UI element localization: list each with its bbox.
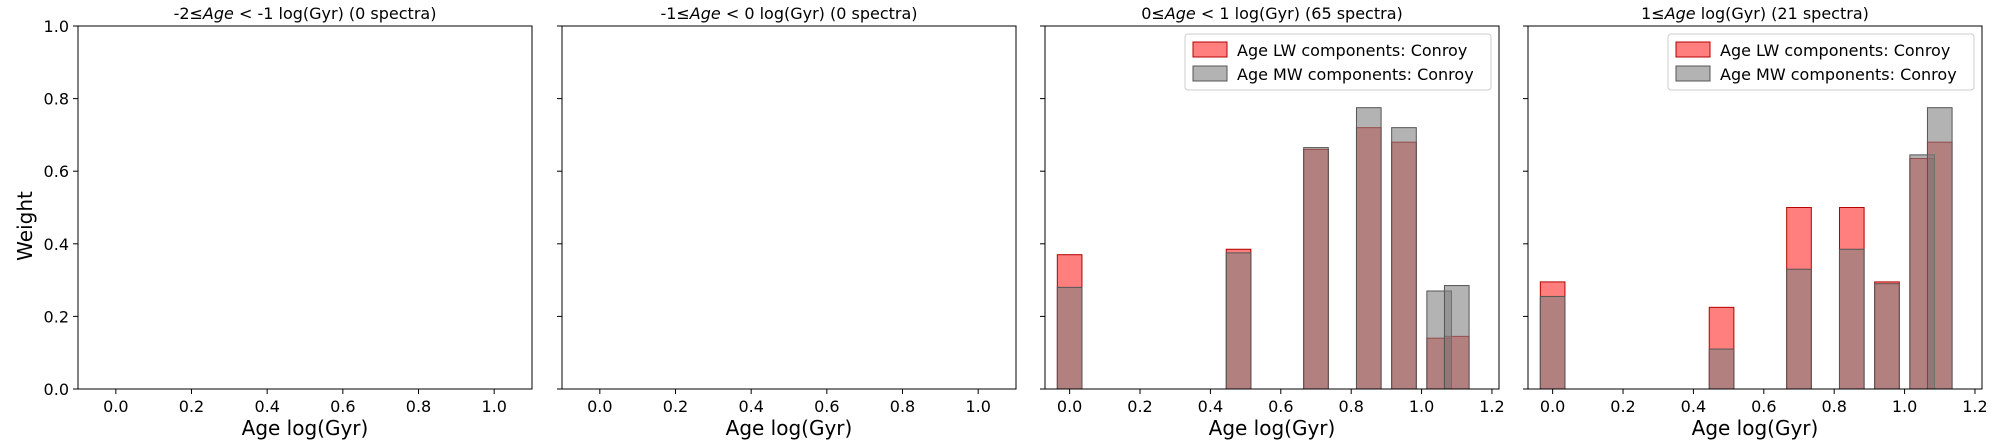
title-suffix: < 1 log(Gyr) (65 spectra) [1196, 4, 1403, 23]
bar-mw [1056, 286, 1083, 390]
x-tick-label: 1.0 [965, 397, 990, 416]
panel-title: 0≤Age < 1 log(Gyr) (65 spectra) [1141, 4, 1403, 23]
bar-mw [1303, 147, 1329, 390]
legend-label: Age MW components: Conroy [1720, 65, 1957, 84]
x-tick-label: 1.0 [481, 397, 506, 416]
x-tick-label: 1.0 [1892, 397, 1917, 416]
x-tick-label: 0.4 [254, 397, 279, 416]
y-tick-label: 0.8 [44, 90, 69, 109]
bar-mw [1443, 285, 1470, 390]
x-tick-label: 0.6 [814, 397, 839, 416]
x-tick-label: 0.6 [330, 397, 355, 416]
axes-frame [1044, 25, 1500, 390]
x-axis-label: Age log(Gyr) [1692, 416, 1819, 440]
title-prefix: 1≤ [1641, 4, 1665, 23]
panel-3: 0.0 0.2 0.4 0.6 0.8 1.0 1.2 Age log(Gyr) 0≤Age <… [1040, 4, 1505, 440]
x-tick-label: 1.2 [1962, 397, 1987, 416]
bar-mw [1708, 348, 1735, 390]
axes-frame [77, 25, 533, 390]
x-axis-label: Age log(Gyr) [242, 416, 369, 440]
y-tick-label: 0.2 [44, 307, 69, 326]
axes-frame [561, 25, 1017, 390]
x-axis-label: Age log(Gyr) [726, 416, 853, 440]
y-tick-label: 0.4 [44, 235, 69, 254]
panel-2: 0.0 0.2 0.4 0.6 0.8 1.0 Age log(Gyr) -1≤Age < 0… [557, 4, 1017, 440]
title-age: Age [1164, 4, 1196, 23]
legend-box [1667, 33, 1975, 91]
title-suffix: log(Gyr) (21 spectra) [1696, 4, 1869, 23]
legend-label: Age MW components: Conroy [1237, 65, 1474, 84]
title-age: Age [202, 4, 234, 23]
legend-label: Age LW components: Conroy [1720, 41, 1950, 60]
y-tick-label: 1.0 [44, 17, 69, 36]
title-prefix: 0≤ [1141, 4, 1165, 23]
bar-mw [1355, 107, 1382, 390]
x-tick-label: 0.2 [663, 397, 688, 416]
y-tick-label: 0.0 [44, 380, 69, 399]
x-tick-label: 0.6 [1268, 397, 1293, 416]
legend-swatch [1192, 41, 1228, 58]
x-tick-label: 0.0 [587, 397, 612, 416]
title-age: Age [1664, 4, 1696, 23]
title-suffix: < 0 log(Gyr) (0 spectra) [721, 4, 918, 23]
x-tick-label: 0.8 [1338, 397, 1363, 416]
x-tick-label: 1.2 [1479, 397, 1504, 416]
panel-title: -2≤Age < -1 log(Gyr) (0 spectra) [174, 4, 437, 23]
title-prefix: -1≤ [660, 4, 689, 23]
x-tick-label: 0.6 [1751, 397, 1776, 416]
legend-swatch [1192, 65, 1228, 82]
legend-label: Age LW components: Conroy [1237, 41, 1467, 60]
x-tick-label: 0.0 [1540, 397, 1565, 416]
x-tick-label: 0.8 [406, 397, 431, 416]
legend: Age LW components: Conroy Age MW componen… [1184, 33, 1492, 91]
panel-title: -1≤Age < 0 log(Gyr) (0 spectra) [660, 4, 917, 23]
title-age: Age [689, 4, 721, 23]
x-tick-label: 0.4 [1198, 397, 1223, 416]
bar-mw [1391, 127, 1417, 390]
panel-title: 1≤Age log(Gyr) (21 spectra) [1641, 4, 1869, 23]
x-tick-label: 1.0 [1409, 397, 1434, 416]
y-tick-label: 0.6 [44, 162, 69, 181]
x-tick-label: 0.2 [179, 397, 204, 416]
legend: Age LW components: Conroy Age MW componen… [1667, 33, 1975, 91]
panel-4: 0.0 0.2 0.4 0.6 0.8 1.0 1.2 Age log(Gyr) 1≤Age l… [1523, 4, 1988, 440]
x-tick-label: 0.4 [738, 397, 763, 416]
bar-mw [1838, 248, 1865, 390]
legend-swatch [1675, 65, 1711, 82]
bar-mw [1539, 295, 1566, 390]
legend-swatch [1675, 41, 1711, 58]
title-prefix: -2≤ [174, 4, 203, 23]
axes-frame [1527, 25, 1983, 390]
x-tick-label: 0.4 [1681, 397, 1706, 416]
x-tick-label: 0.8 [1821, 397, 1846, 416]
figure-ylabel: Weight [13, 191, 37, 261]
x-tick-label: 0.2 [1127, 397, 1152, 416]
x-tick-label: 0.0 [1057, 397, 1082, 416]
bar-mw [1786, 268, 1812, 390]
panel-1: 0.0 0.2 0.4 0.6 0.8 1.0 0.0 0.2 0.4 0.6 0.8 1.0 Age … [44, 4, 533, 440]
x-tick-label: 0.8 [890, 397, 915, 416]
x-tick-label: 0.0 [103, 397, 128, 416]
x-axis-label: Age log(Gyr) [1209, 416, 1336, 440]
bar-mw [1225, 252, 1252, 390]
x-tick-label: 0.2 [1610, 397, 1635, 416]
bar-mw [1874, 283, 1900, 390]
bar-mw [1926, 107, 1953, 390]
legend-box [1184, 33, 1492, 91]
title-suffix: < -1 log(Gyr) (0 spectra) [234, 4, 437, 23]
